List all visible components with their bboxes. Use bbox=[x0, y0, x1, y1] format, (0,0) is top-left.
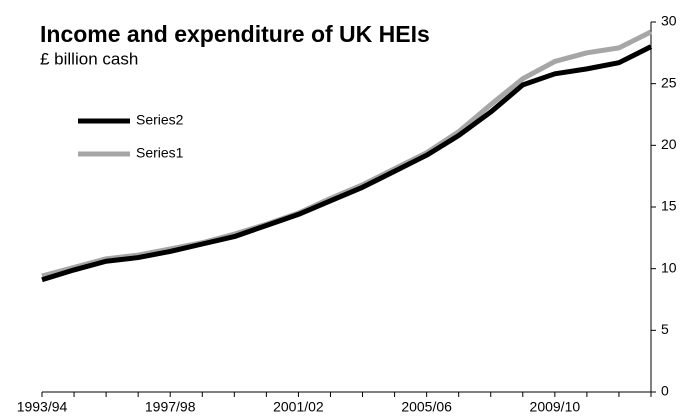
x-tick-label: 2009/10 bbox=[530, 399, 581, 414]
y-tick-label: 30 bbox=[661, 13, 677, 29]
chart-title: Income and expenditure of UK HEIs bbox=[40, 21, 430, 47]
y-tick-label: 25 bbox=[661, 74, 677, 90]
x-tick-label: 2005/06 bbox=[401, 399, 452, 414]
y-tick-label: 15 bbox=[661, 198, 677, 214]
legend-label: Series1 bbox=[136, 145, 184, 161]
chart-subtitle: £ billion cash bbox=[40, 49, 138, 68]
series-line bbox=[41, 29, 653, 279]
legend-label: Series2 bbox=[136, 112, 184, 128]
y-tick-label: 0 bbox=[661, 383, 669, 399]
x-tick-label: 2001/02 bbox=[273, 399, 324, 414]
x-tick-label: 1993/94 bbox=[17, 399, 68, 414]
y-tick-label: 20 bbox=[661, 136, 677, 152]
series-line bbox=[41, 44, 653, 283]
x-tick-label: 1997/98 bbox=[145, 399, 196, 414]
y-tick-label: 10 bbox=[661, 259, 677, 275]
y-tick-label: 5 bbox=[661, 321, 669, 337]
